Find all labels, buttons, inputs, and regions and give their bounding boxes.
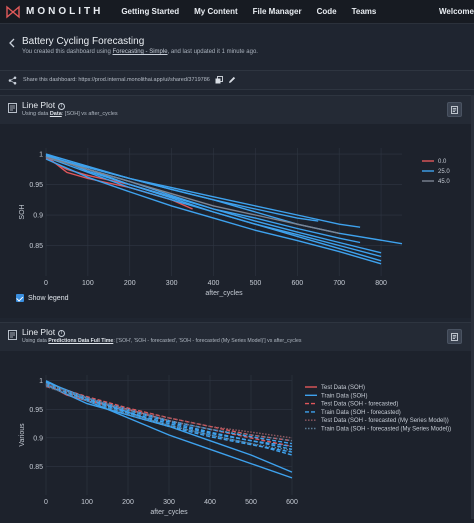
series-line (45, 156, 340, 234)
document-icon (451, 333, 458, 341)
show-legend-checkbox[interactable] (16, 294, 24, 302)
x-tick-label: 300 (166, 280, 178, 287)
y-tick-label: 0.9 (33, 435, 43, 442)
panel-1-subtitle: Using data Data: [SOH] vs after_cycles (22, 111, 118, 117)
copy-icon[interactable] (215, 76, 223, 84)
info-icon[interactable]: i (58, 330, 66, 337)
panel-2-title: Line Plot i (22, 327, 66, 337)
monolith-logo-icon (6, 5, 20, 18)
soh-chart[interactable]: 0.85 0.9 0.95 1 0 100 200 300 400 500 600 700 800 aft… (0, 126, 470, 316)
line-plot-panel-2: Line Plot i Using data Predictions Data F… (0, 322, 474, 523)
legend-label: Train Data (SOH) (321, 393, 367, 399)
x-tick-label: 200 (124, 280, 136, 287)
series-line (45, 158, 382, 265)
template-link[interactable]: Forecasting - Simple (112, 49, 168, 55)
legend-label: Test Data (SOH) (321, 385, 365, 391)
legend-label: Train Data (SOH - forecasted) (321, 410, 401, 416)
x-tick-label: 300 (163, 499, 175, 506)
predictions-chart[interactable]: 0.85 0.9 0.95 1 0 100 200 300 400 500 600 after_cyc… (0, 353, 470, 523)
info-icon[interactable]: i (58, 103, 66, 110)
x-tick-label: 100 (82, 280, 94, 287)
back-arrow-icon[interactable] (7, 38, 17, 48)
y-tick-label: 0.95 (29, 182, 43, 189)
x-tick-label: 600 (286, 499, 298, 506)
document-icon (8, 330, 17, 340)
line-plot-panel-1: Line Plot i Using data Data: [SOH] vs aft… (0, 95, 474, 318)
legend-label: Test Data (SOH - forecasted (My Series M… (321, 418, 449, 424)
series-line (45, 153, 361, 228)
panel-2-menu-button[interactable] (447, 329, 462, 344)
panel-1-dataset-link[interactable]: Data (49, 111, 62, 117)
page-scrollbar[interactable] (471, 95, 474, 519)
panel-1-title: Line Plot i (22, 100, 66, 110)
x-tick-label: 0 (44, 499, 48, 506)
x-axis-label: after_cycles (150, 509, 188, 516)
subtitle-pre: You created this dashboard using (22, 49, 113, 55)
y-tick-label: 0.85 (29, 243, 43, 250)
share-icon (8, 76, 17, 84)
legend-label: 45.0 (438, 179, 450, 185)
series-line (45, 385, 293, 452)
welcome-user[interactable]: Welcome (439, 7, 474, 16)
panel-2-header: Line Plot i Using data Predictions Data F… (0, 323, 474, 351)
page-title: Battery Cycling Forecasting (22, 36, 145, 47)
nav-file-manager[interactable]: File Manager (252, 7, 302, 16)
panel-2-sub-post: : ['SOH', 'SOH - forecasted', 'SOH - for… (113, 338, 302, 344)
x-tick-label: 500 (245, 499, 257, 506)
legend-label: Train Data (SOH - forecasted (My Series … (321, 427, 451, 433)
panel-1-menu-button[interactable] (447, 102, 462, 117)
subtitle-post: , and last updated it 1 minute ago. (167, 49, 258, 55)
nav-getting-started[interactable]: Getting Started (121, 7, 180, 16)
panel-1-sub-pre: Using data (22, 111, 50, 117)
nav-code[interactable]: Code (316, 7, 337, 16)
panel-2-sub-pre: Using data (22, 338, 49, 344)
y-tick-label: 0.95 (29, 407, 43, 414)
series-line (45, 382, 293, 442)
series-line (45, 153, 382, 262)
legend-label: Test Data (SOH - forecasted) (321, 402, 398, 408)
panel-2-title-text: Line Plot (22, 327, 56, 337)
panel-1-sub-post: : [SOH] vs after_cycles (61, 111, 118, 117)
y-tick-label: 0.85 (29, 464, 43, 471)
brand-name: MONOLITH (26, 6, 104, 17)
logo[interactable]: MONOLITH (6, 5, 103, 19)
nav-my-content[interactable]: My Content (194, 7, 238, 16)
document-icon (8, 103, 17, 113)
show-legend-label: Show legend (28, 294, 69, 302)
page-header: Battery Cycling Forecasting You created … (0, 25, 474, 67)
share-bar: Share this dashboard: https://prod.inter… (0, 70, 474, 90)
edit-pencil-icon[interactable] (228, 76, 236, 84)
nav-links: Getting Started My Content File Manager … (121, 7, 391, 16)
series-line (45, 382, 293, 442)
panel-2-subtitle: Using data Predictions Data Full Time: [… (22, 338, 301, 344)
legend-label: 25.0 (438, 169, 450, 175)
share-link-text[interactable]: Share this dashboard: https://prod.inter… (23, 77, 210, 83)
page-subtitle: You created this dashboard using Forecas… (22, 49, 258, 55)
nav-teams[interactable]: Teams (351, 7, 377, 16)
panel-1-header: Line Plot i Using data Data: [SOH] vs aft… (0, 96, 474, 124)
x-tick-label: 500 (250, 280, 262, 287)
x-tick-label: 400 (204, 499, 216, 506)
x-tick-label: 0 (44, 280, 48, 287)
panel-1-title-text: Line Plot (22, 100, 56, 110)
x-tick-label: 400 (208, 280, 220, 287)
y-tick-label: 0.9 (33, 213, 43, 220)
x-tick-label: 800 (375, 280, 387, 287)
y-axis-label: SOH (19, 204, 26, 219)
x-tick-label: 700 (333, 280, 345, 287)
x-tick-label: 100 (81, 499, 93, 506)
y-tick-label: 1 (39, 152, 43, 159)
legend-label: 0.0 (438, 159, 447, 165)
document-icon (451, 106, 458, 114)
x-tick-label: 600 (291, 280, 303, 287)
panel-2-dataset-link[interactable]: Predictions Data Full Time (48, 338, 114, 344)
y-axis-label: Various (19, 423, 26, 447)
top-nav: MONOLITH Getting Started My Content File… (0, 0, 474, 24)
series-line (45, 155, 319, 222)
x-tick-label: 200 (122, 499, 134, 506)
x-axis-label: after_cycles (205, 290, 243, 297)
show-legend-toggle[interactable]: Show legend (16, 294, 68, 302)
y-tick-label: 1 (39, 378, 43, 385)
